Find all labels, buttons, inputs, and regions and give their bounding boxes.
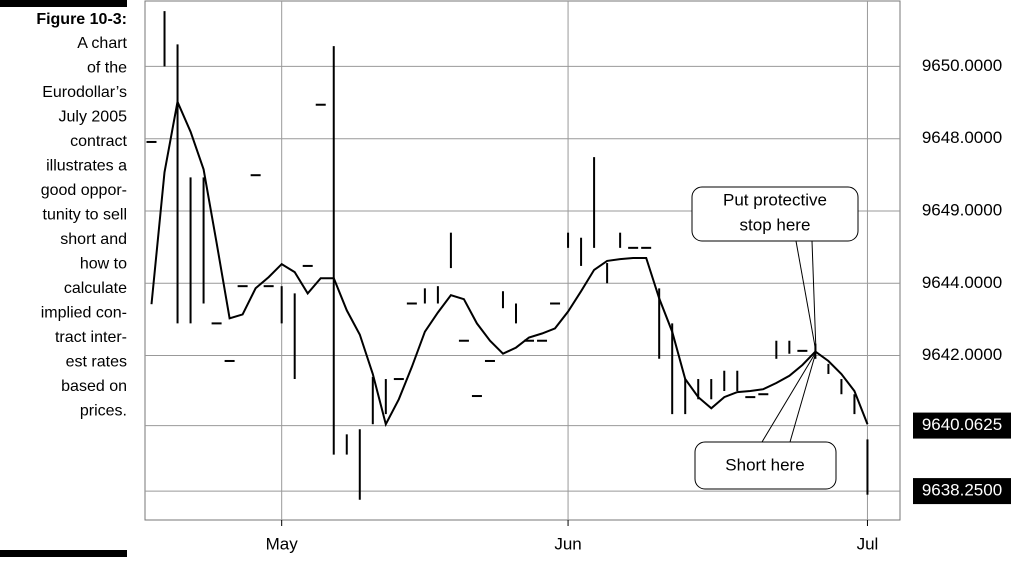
figure-label: Figure 10-3: bbox=[36, 11, 127, 28]
top-rule bbox=[0, 0, 127, 7]
y-tick-highlight bbox=[913, 412, 1011, 439]
y-tick-label: 9649.0000 bbox=[922, 200, 1002, 219]
x-tick-label: May bbox=[266, 534, 299, 553]
caption-line: illustrates a bbox=[46, 158, 127, 175]
caption-line: good oppor- bbox=[41, 182, 127, 199]
y-tick-label: 9640.0625 bbox=[922, 415, 1002, 434]
caption-line: est rates bbox=[66, 354, 127, 371]
y-tick-label: 9642.0000 bbox=[922, 345, 1002, 364]
pointer bbox=[811, 240, 817, 353]
caption-line: July 2005 bbox=[59, 109, 128, 126]
caption-line: implied con- bbox=[41, 305, 127, 322]
callout: Put protective stop here bbox=[691, 186, 859, 353]
x-tick-label: Jul bbox=[857, 534, 879, 553]
plot-frame bbox=[144, 0, 901, 521]
caption-line: short and bbox=[60, 231, 127, 248]
callout-text: Short here bbox=[725, 455, 804, 474]
caption-line: based on bbox=[61, 378, 127, 395]
pointer bbox=[761, 351, 817, 443]
callout-text: stop here bbox=[740, 215, 811, 234]
callout: Short here bbox=[694, 351, 837, 490]
callout-box bbox=[691, 186, 859, 242]
caption-line: Eurodollar’s bbox=[42, 84, 127, 101]
caption-line: of the bbox=[87, 60, 127, 77]
caption: Figure 10-3: A chart of the Eurodollar’s Ju… bbox=[36, 11, 127, 420]
x-tick-label: Jun bbox=[554, 534, 581, 553]
caption-line: contract bbox=[70, 133, 127, 150]
pointer bbox=[789, 351, 817, 443]
callout-box bbox=[694, 441, 837, 490]
caption-line: A chart bbox=[77, 35, 127, 52]
y-tick-label: 9650.0000 bbox=[922, 56, 1002, 75]
caption-line: calculate bbox=[64, 280, 127, 297]
y-tick-label: 9638.2500 bbox=[922, 481, 1002, 500]
caption-line: tunity to sell bbox=[43, 207, 127, 224]
y-tick-label: 9644.0000 bbox=[922, 273, 1002, 292]
pointer bbox=[795, 240, 817, 353]
y-tick-label: 9648.0000 bbox=[922, 128, 1002, 147]
y-tick-highlight bbox=[913, 478, 1011, 505]
average-line bbox=[150, 98, 869, 427]
caption-line: how to bbox=[80, 256, 127, 273]
callout-text: Put protective bbox=[723, 190, 827, 209]
caption-line: tract inter- bbox=[55, 329, 127, 346]
bottom-rule bbox=[0, 550, 127, 557]
chart: 9650.0000 9648.0000 9649.0000 9644.0000 9642… bbox=[144, 0, 1011, 553]
caption-line: prices. bbox=[80, 403, 127, 420]
